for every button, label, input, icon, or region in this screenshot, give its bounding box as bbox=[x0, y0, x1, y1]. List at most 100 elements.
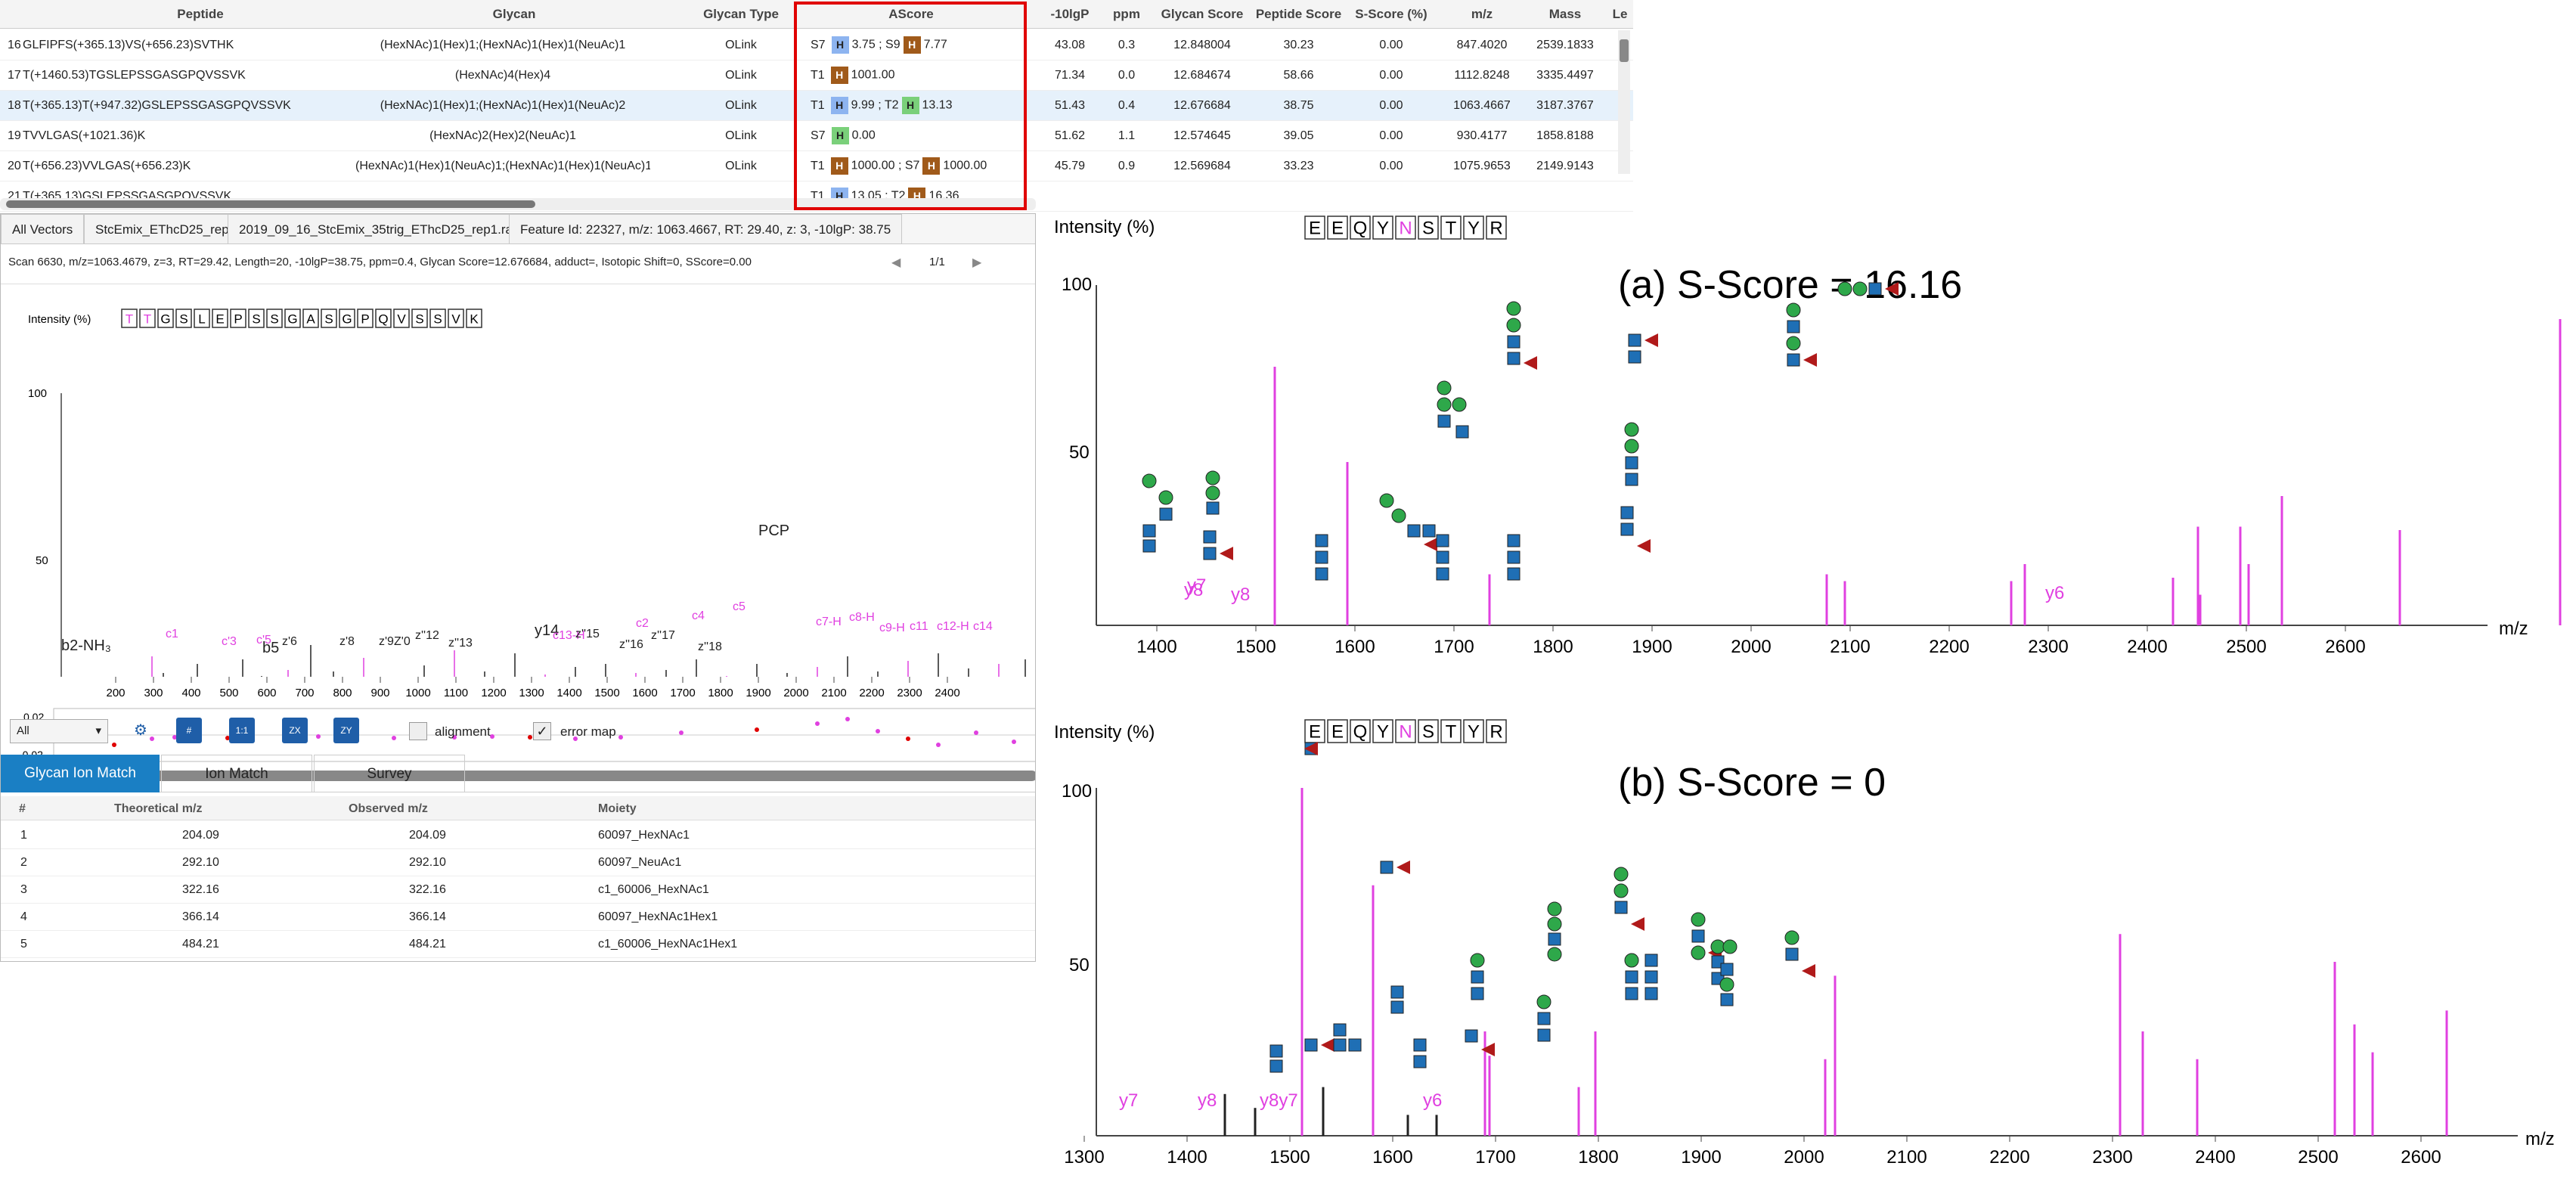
col-le[interactable]: Le bbox=[1612, 7, 1628, 21]
table-row[interactable]: 19 TVVLGAS(+1021.36)K (HexNAc)2(Hex)2(NeuA… bbox=[0, 121, 1633, 151]
cell-gs: 12.574645 bbox=[1173, 129, 1231, 142]
ascore-value: 1001.00 bbox=[851, 68, 895, 82]
ion-col-moiety[interactable]: Moiety bbox=[598, 802, 637, 815]
col-mz[interactable]: m/z bbox=[1471, 7, 1493, 21]
hexnac-icon bbox=[1787, 353, 1800, 367]
ion-col-theoretical[interactable]: Theoretical m/z bbox=[114, 802, 203, 815]
btn-hash[interactable]: # bbox=[176, 718, 202, 743]
hex-icon bbox=[1837, 281, 1852, 296]
ion-cell: 60097_HexNAc1Hex1 bbox=[598, 910, 718, 923]
tab-ion-match[interactable]: Ion Match bbox=[161, 755, 312, 792]
wrench-icon[interactable]: ⚙ bbox=[134, 722, 147, 739]
cell-gs: 12.676684 bbox=[1173, 99, 1231, 112]
xtick-label: 1900 bbox=[1681, 1147, 1721, 1168]
col-glycan-score[interactable]: Glycan Score bbox=[1161, 7, 1244, 21]
xtick-label: 1700 bbox=[1475, 1147, 1515, 1168]
tab-sample[interactable]: StcEmix_EThcD25_rep1 bbox=[84, 214, 248, 244]
next-page-icon[interactable]: ▶ bbox=[972, 256, 982, 269]
fucose-icon bbox=[1304, 742, 1318, 755]
hex-icon bbox=[1470, 953, 1485, 968]
filter-select[interactable]: All ▾ bbox=[10, 719, 108, 743]
table-row[interactable]: 16 GLFIPFS(+365.13)VS(+656.23)SVTHK (HexNA… bbox=[0, 30, 1633, 60]
h-badge: H bbox=[830, 97, 848, 114]
cell-ps: 33.23 bbox=[1283, 160, 1314, 172]
left-ion-label: z'8 bbox=[339, 635, 355, 648]
hexnac-icon bbox=[1436, 567, 1449, 581]
residue-box bbox=[1463, 216, 1484, 240]
tab-feature[interactable]: Feature Id: 22327, m/z: 1063.4667, RT: 2… bbox=[509, 214, 903, 244]
residue: T bbox=[144, 312, 151, 327]
btn-zoom-x[interactable]: ZX bbox=[282, 718, 308, 743]
tab-survey[interactable]: Survey bbox=[314, 755, 465, 792]
cell-type: OLink bbox=[725, 129, 757, 142]
ascore-value: 1000.00 ; S7 bbox=[851, 159, 920, 172]
btn-zoom-y[interactable]: ZY bbox=[333, 718, 359, 743]
ion-cell: 3 bbox=[20, 883, 27, 896]
table-row[interactable]: 17 T(+1460.53)TGSLEPSSGASGPQVSSVK (HexNAc)… bbox=[0, 60, 1633, 91]
hexnac-icon bbox=[1315, 550, 1328, 564]
b-xunit: m/z bbox=[2525, 1129, 2555, 1149]
hexnac-icon bbox=[1620, 523, 1634, 536]
cell-mz: 930.4177 bbox=[1456, 129, 1508, 142]
error-map-checkbox[interactable]: ✓ bbox=[533, 722, 551, 740]
col-peptide[interactable]: Peptide bbox=[177, 7, 224, 21]
cell-gs: 12.684674 bbox=[1173, 69, 1231, 82]
error-dot bbox=[936, 743, 941, 747]
col-ascore[interactable]: AScore bbox=[888, 7, 934, 21]
hexnac-icon bbox=[1437, 414, 1451, 428]
ion-table-row[interactable]: 1 204.09 204.09 60097_HexNAc1 bbox=[1, 822, 1035, 849]
table-vscroll[interactable] bbox=[1618, 30, 1630, 174]
residue-box bbox=[302, 309, 319, 328]
ion-table-row[interactable]: 2 292.10 292.10 60097_NeuAc1 bbox=[1, 849, 1035, 876]
ion-col-index[interactable]: # bbox=[19, 802, 26, 815]
tab-raw-file[interactable]: 2019_09_16_StcEmix_35trig_EThcD25_rep1.r… bbox=[228, 214, 534, 244]
hexnac-icon bbox=[1455, 425, 1469, 439]
col-glycan[interactable]: Glycan bbox=[492, 7, 536, 21]
b-title: (b) S-Score = 0 bbox=[1618, 761, 1886, 805]
residue: P bbox=[234, 312, 242, 327]
h-badge: H bbox=[831, 127, 849, 144]
spectrum-hscroll[interactable] bbox=[54, 771, 1036, 781]
left-ylabel: Intensity (%) bbox=[28, 313, 91, 326]
btn-one-to-one[interactable]: 1:1 bbox=[229, 718, 255, 743]
cell-peptide: TVVLGAS(+1021.36)K bbox=[23, 129, 146, 142]
a-ion-y6: y6 bbox=[2045, 583, 2064, 603]
ion-col-observed[interactable]: Observed m/z bbox=[349, 802, 428, 815]
left-ion-label: z''13 bbox=[448, 637, 473, 650]
col-mass[interactable]: Mass bbox=[1548, 7, 1582, 21]
table-row[interactable]: 20 T(+656.23)VVLGAS(+656.23)K (HexNAc)1(He… bbox=[0, 151, 1633, 181]
ion-table-row[interactable]: 4 366.14 366.14 60097_HexNAc1Hex1 bbox=[1, 904, 1035, 931]
b-ytick-50: 50 bbox=[1069, 955, 1090, 975]
residue-box bbox=[321, 309, 337, 328]
xtick-label: 2200 bbox=[1929, 637, 1969, 657]
b-ion-y8: y8 bbox=[1198, 1090, 1217, 1111]
tab-glycan-ion-match[interactable]: Glycan Ion Match bbox=[1, 755, 160, 792]
error-dot bbox=[112, 743, 116, 747]
a-ion-y8b: y8 bbox=[1231, 585, 1250, 605]
table-row[interactable]: 18 T(+365.13)T(+947.32)GSLEPSSGASGPQVSSVK… bbox=[0, 91, 1633, 121]
scan-info: Scan 6630, m/z=1063.4679, z=3, RT=29.42,… bbox=[8, 256, 752, 268]
fucose-icon bbox=[1885, 282, 1899, 296]
table-hscroll[interactable] bbox=[0, 198, 1036, 210]
col-lgp[interactable]: -10lgP bbox=[1050, 7, 1090, 21]
alignment-checkbox[interactable] bbox=[409, 722, 427, 740]
ion-table-row[interactable]: 3 322.16 322.16 c1_60006_HexNAc1 bbox=[1, 876, 1035, 904]
col-s-score[interactable]: S-Score (%) bbox=[1355, 7, 1427, 21]
col-ppm[interactable]: ppm bbox=[1113, 7, 1140, 21]
left-ion-label: PCP bbox=[758, 523, 789, 539]
hexnac-icon bbox=[1380, 861, 1393, 874]
col-glycan-type[interactable]: Glycan Type bbox=[703, 7, 779, 21]
b-ytick-100: 100 bbox=[1062, 781, 1092, 802]
ascore-value: 1000.00 bbox=[943, 159, 987, 172]
prev-page-icon[interactable]: ◀ bbox=[891, 256, 901, 269]
tab-all-vectors[interactable]: All Vectors bbox=[1, 214, 85, 244]
ion-table-row[interactable]: 5 484.21 484.21 c1_60006_HexNAc1Hex1 bbox=[1, 931, 1035, 958]
residue: Q bbox=[1353, 721, 1368, 742]
hex-icon bbox=[1437, 397, 1452, 412]
fucose-icon bbox=[1644, 333, 1658, 347]
a-title: (a) S-Score = 16.16 bbox=[1618, 263, 1962, 307]
col-peptide-score[interactable]: Peptide Score bbox=[1255, 7, 1342, 21]
hexnac-icon bbox=[1269, 1044, 1283, 1058]
xtick-label: 2500 bbox=[2298, 1147, 2338, 1168]
